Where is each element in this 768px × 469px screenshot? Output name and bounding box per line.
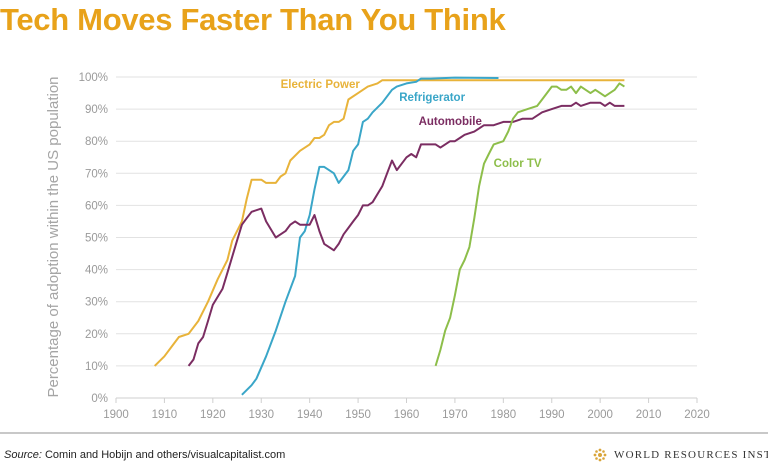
x-tick-label: 1920 (200, 409, 226, 421)
chart-title: Tech Moves Faster Than You Think (0, 2, 506, 37)
x-tick-label: 1990 (539, 409, 565, 421)
x-tick-label: 1900 (103, 409, 129, 421)
y-tick-label: 20% (85, 329, 108, 341)
y-axis-label: Percentage of adoption within the US pop… (45, 76, 62, 397)
x-tick-label: 2020 (684, 409, 710, 421)
source-label: Source: (4, 449, 42, 461)
series-line-color-tv (434, 82, 625, 367)
x-tick-label: 2010 (636, 409, 662, 421)
gridlines (116, 76, 697, 399)
y-tick-label: 10% (85, 361, 108, 373)
annotation-refrigerator: Refrigerator (399, 92, 465, 104)
x-tick-label: 1980 (491, 409, 517, 421)
source-note: Source: Comin and Hobijn and others/visu… (4, 449, 285, 461)
footer-divider (0, 432, 768, 434)
annotation-automobile: Automobile (419, 116, 482, 128)
series-annotations: Electric Power Refrigerator Automobile Colo… (281, 79, 542, 170)
series-line-automobile (187, 101, 625, 367)
annotation-color-tv: Color TV (494, 158, 542, 170)
wri-logo: WORLD RESOURCES INST (592, 447, 768, 463)
y-axis-ticks: 0% 10% 20% 30% 40% 50% 60% 70% 80% 90% 100% (79, 72, 108, 405)
x-axis-ticks: 1900 1910 1920 1930 1940 1950 1960 1970 1980 1990… (103, 398, 710, 421)
line-chart: 0%10%20%30%40%50%60%70%80%90%100% 1900 19… (45, 72, 710, 421)
x-tick-label: 1910 (152, 409, 178, 421)
y-tick-label: 50% (85, 233, 108, 245)
y-tick-label: 70% (85, 168, 108, 180)
series-line-refrigerator (241, 76, 499, 396)
annotation-electric-power: Electric Power (281, 79, 361, 91)
x-tick-label: 1970 (442, 409, 468, 421)
wri-emblem-icon (593, 448, 607, 462)
y-tick-label: 100% (79, 72, 108, 84)
y-tick-label: 0% (91, 393, 108, 405)
y-tick-label: 80% (85, 136, 108, 148)
y-tick-label: 90% (85, 104, 108, 116)
series-line-electric-power (153, 79, 625, 367)
y-tick-label: 30% (85, 297, 108, 309)
org-name: WORLD RESOURCES INST (614, 449, 768, 461)
y-tick-label: 40% (85, 265, 108, 277)
x-tick-label: 2000 (587, 409, 613, 421)
x-tick-label: 1930 (248, 409, 274, 421)
source-text: Comin and Hobijn and others/visualcapita… (41, 449, 286, 461)
x-tick-label: 1940 (297, 409, 323, 421)
series-lines (153, 76, 625, 396)
x-tick-label: 1960 (394, 409, 420, 421)
x-tick-label: 1950 (345, 409, 371, 421)
y-tick-label: 60% (85, 200, 108, 212)
